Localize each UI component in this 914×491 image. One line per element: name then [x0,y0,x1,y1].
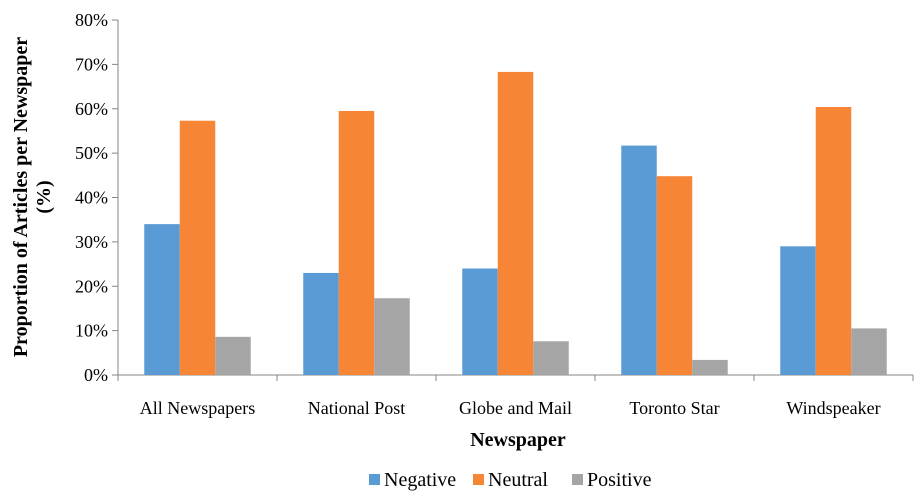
bar-neutral-windspeaker [815,106,852,375]
y-axis: 0% 10% 20% 30% 40% 50% 60% 70% 80% [75,10,119,385]
bar-negative-globe-and-mail [462,268,498,375]
y-axis-title: Proportion of Articles per Newspaper(%) [10,37,55,357]
bar-negative-windspeaker [780,246,816,375]
y-tick-label: 50% [75,143,108,163]
bar-neutral-national-post [338,110,375,375]
x-axis: All Newspapers National Post Globe and Mai… [117,374,914,418]
x-tick-label: All Newspapers [140,398,255,418]
legend: Negative Neutral Positive [369,469,652,491]
bar-positive-all-newspapers [215,336,251,375]
x-axis-title: Newspaper [470,429,566,451]
bars [144,71,887,375]
x-tick-label: Windspeaker [786,398,880,418]
y-tick-label: 20% [75,276,108,296]
legend-swatch-neutral [473,474,484,485]
bar-neutral-all-newspapers [179,120,216,375]
bar-positive-globe-and-mail [533,341,569,375]
x-tick-label: Toronto Star [629,398,719,418]
bar-negative-all-newspapers [144,224,180,375]
bar-positive-windspeaker [851,328,887,375]
legend-label-positive: Positive [587,469,652,491]
bar-positive-national-post [374,298,410,375]
legend-swatch-positive [572,474,583,485]
legend-label-neutral: Neutral [488,469,548,491]
y-tick-label: 80% [75,10,108,30]
legend-swatch-negative [369,474,380,485]
y-tick-label: 40% [75,188,108,208]
y-tick-label: 70% [75,54,108,74]
y-tick-label: 10% [75,321,108,341]
bar-positive-toronto-star [692,359,728,375]
bar-negative-toronto-star [621,145,657,375]
y-tick-label: 0% [84,365,108,385]
legend-label-negative: Negative [384,469,456,491]
x-tick-label: National Post [308,398,406,418]
y-tick-label: 30% [75,232,108,252]
bar-neutral-toronto-star [656,176,693,375]
x-tick-label: Globe and Mail [459,398,572,418]
y-tick-label: 60% [75,99,108,119]
bar-negative-national-post [303,272,339,375]
y-axis-title-line: (%) [33,180,55,213]
y-axis-title-line: Proportion of Articles per Newspaper [10,37,32,357]
bar-neutral-globe-and-mail [497,71,534,375]
